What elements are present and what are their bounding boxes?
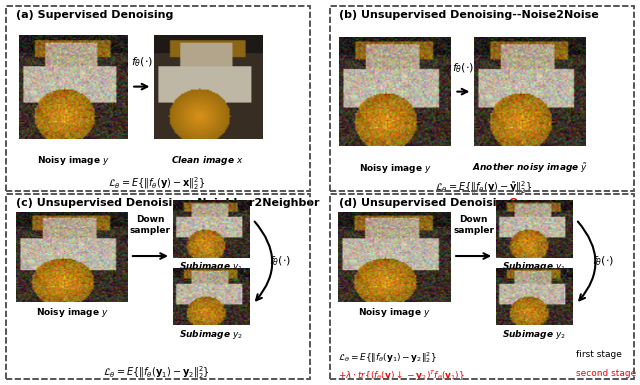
Text: (c) Unsupervised Denoising--Neighbor2Neighbor: (c) Unsupervised Denoising--Neighbor2Nei… bbox=[16, 198, 319, 208]
Text: Down
sampler: Down sampler bbox=[453, 216, 494, 235]
Bar bbox=[6, 6, 310, 191]
Text: Subimage $y_1$: Subimage $y_1$ bbox=[502, 260, 566, 273]
Text: (a) Supervised Denoising: (a) Supervised Denoising bbox=[16, 10, 173, 20]
Text: $+\lambda \cdot tr\{(f_\theta(\mathbf{y})\downarrow - \mathbf{y}_2)^T f_\theta(\: $+\lambda \cdot tr\{(f_\theta(\mathbf{y}… bbox=[338, 369, 465, 383]
Text: $f_\theta(\cdot)$: $f_\theta(\cdot)$ bbox=[269, 254, 291, 268]
Text: Noisy image $y$: Noisy image $y$ bbox=[36, 306, 109, 319]
Bar bbox=[6, 194, 310, 379]
Text: Ours: Ours bbox=[509, 198, 538, 208]
Text: $\mathcal{L}_\theta = E\{\|f_\theta(\mathbf{y}_1) - \mathbf{y}_2\|_2^2\}$: $\mathcal{L}_\theta = E\{\|f_\theta(\mat… bbox=[103, 364, 211, 381]
Bar bbox=[6, 194, 310, 379]
Bar bbox=[330, 6, 634, 191]
Text: Noisy image $y$: Noisy image $y$ bbox=[37, 154, 110, 167]
Text: Subimage $y_2$: Subimage $y_2$ bbox=[502, 328, 566, 341]
Text: $f_\theta(\cdot)$: $f_\theta(\cdot)$ bbox=[452, 62, 474, 75]
Text: $f_\theta(\cdot)$: $f_\theta(\cdot)$ bbox=[131, 56, 153, 69]
Text: Another noisy image $\tilde{y}$: Another noisy image $\tilde{y}$ bbox=[472, 162, 588, 176]
Text: $\mathcal{L}_\theta = E\{\|f_\theta(\mathbf{y}) - \mathbf{x}\|_2^2\}$: $\mathcal{L}_\theta = E\{\|f_\theta(\mat… bbox=[108, 175, 205, 192]
Text: $\mathcal{L}_\theta = E\{\|f_\theta(\mathbf{y}_1) - \mathbf{y}_2\|_2^2\}$: $\mathcal{L}_\theta = E\{\|f_\theta(\mat… bbox=[338, 350, 436, 365]
Text: Noisy image $y$: Noisy image $y$ bbox=[358, 306, 431, 319]
Text: (b) Unsupervised Denoising--Noise2Noise: (b) Unsupervised Denoising--Noise2Noise bbox=[339, 10, 599, 20]
Text: $\mathcal{L}_\theta = E\{\|f_\theta(\mathbf{y}) - \tilde{\mathbf{y}}\|_2^2\}$: $\mathcal{L}_\theta = E\{\|f_\theta(\mat… bbox=[435, 179, 532, 196]
Text: Subimage $y_1$: Subimage $y_1$ bbox=[179, 260, 243, 273]
Text: Noisy image $y$: Noisy image $y$ bbox=[359, 162, 432, 175]
Text: first stage: first stage bbox=[576, 350, 622, 359]
Text: Down
sampler: Down sampler bbox=[130, 216, 171, 235]
Text: (d) Unsupervised Denoising--: (d) Unsupervised Denoising-- bbox=[339, 198, 522, 208]
Text: $f_\theta(\cdot)$: $f_\theta(\cdot)$ bbox=[592, 254, 614, 268]
Bar bbox=[330, 194, 634, 379]
Bar bbox=[330, 194, 634, 379]
Text: Subimage $y_2$: Subimage $y_2$ bbox=[179, 328, 243, 341]
Text: Clean image $x$: Clean image $x$ bbox=[172, 154, 244, 167]
Bar bbox=[6, 6, 310, 191]
Text: second stage: second stage bbox=[576, 369, 636, 378]
Bar bbox=[330, 6, 634, 191]
